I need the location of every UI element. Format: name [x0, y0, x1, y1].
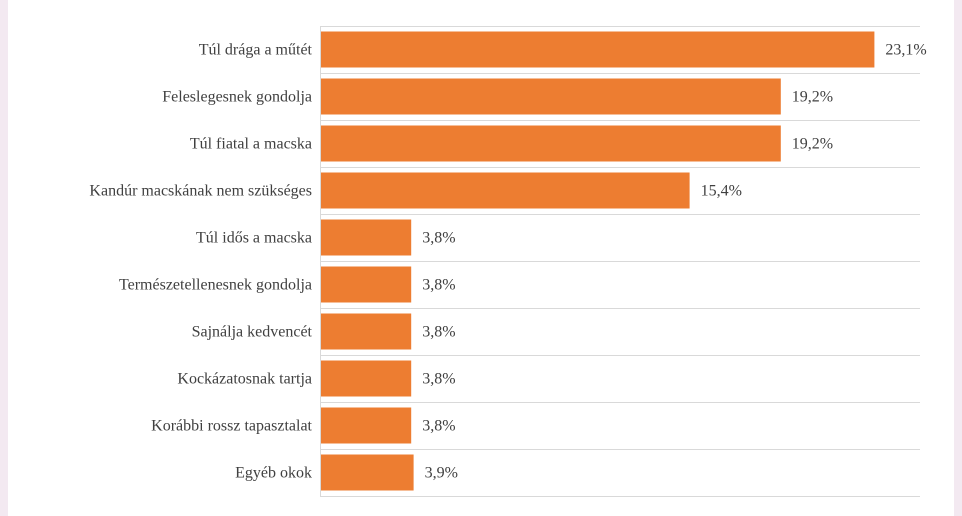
category-label: Természetellenesnek gondolja	[119, 277, 312, 294]
bar	[321, 407, 412, 444]
category-label: Túl fiatal a macska	[190, 136, 312, 153]
bar	[321, 125, 781, 162]
value-label: 19,2%	[792, 136, 833, 153]
value-label: 23,1%	[885, 42, 926, 59]
bar	[321, 454, 414, 491]
bar-chart: Túl drága a műtét Feleslegesnek gondolja T…	[89, 26, 927, 497]
value-label: 3,8%	[422, 371, 455, 388]
category-label: Sajnálja kedvencét	[192, 324, 313, 341]
value-label: 3,8%	[422, 418, 455, 435]
bar	[321, 313, 412, 350]
value-label: 15,4%	[701, 183, 742, 200]
bars	[321, 31, 875, 491]
bar	[321, 31, 875, 68]
bar	[321, 266, 412, 303]
bar	[321, 360, 412, 397]
value-label: 3,8%	[422, 277, 455, 294]
gridlines	[320, 26, 920, 497]
bar	[321, 78, 781, 115]
chart-frame: Túl drága a műtét Feleslegesnek gondolja T…	[8, 0, 954, 516]
category-label: Túl idős a macska	[196, 230, 312, 247]
bar	[321, 219, 412, 256]
bar	[321, 172, 690, 209]
value-label: 19,2%	[792, 89, 833, 106]
category-label: Kandúr macskának nem szükséges	[89, 183, 312, 200]
category-label: Kockázatosnak tartja	[177, 371, 312, 388]
category-label: Egyéb okok	[235, 465, 312, 482]
value-labels: 23,1% 19,2% 19,2% 15,4% 3,8% 3,8% 3,8% 3,8% 3,8%…	[422, 42, 927, 482]
value-label: 3,9%	[425, 465, 458, 482]
category-label: Korábbi rossz tapasztalat	[151, 418, 312, 435]
category-labels: Túl drága a műtét Feleslegesnek gondolja T…	[89, 42, 312, 482]
category-label: Feleslegesnek gondolja	[162, 89, 312, 106]
value-label: 3,8%	[422, 230, 455, 247]
value-label: 3,8%	[422, 324, 455, 341]
category-label: Túl drága a műtét	[199, 42, 313, 59]
